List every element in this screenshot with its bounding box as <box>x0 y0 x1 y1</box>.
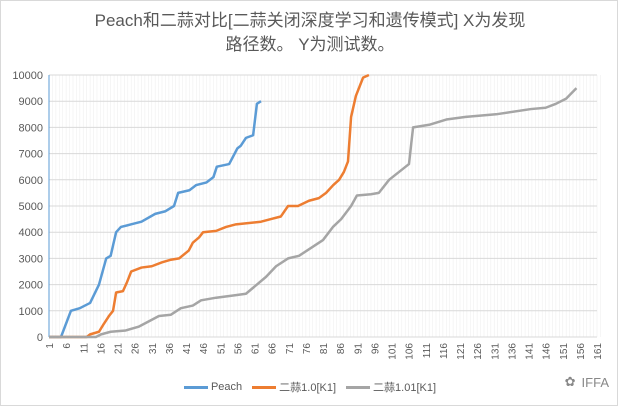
x-tick-label: 6 <box>62 343 73 349</box>
y-tick-label: 10000 <box>12 70 43 82</box>
wechat-icon: ✿ <box>564 374 576 389</box>
x-tick-label: 111 <box>422 343 433 359</box>
legend-label: 二蒜1.01[K1] <box>373 382 437 394</box>
legend-swatch <box>252 385 277 389</box>
series-line-0 <box>49 100 262 339</box>
x-tick-label: 46 <box>199 343 210 355</box>
x-tick-label: 81 <box>319 343 330 355</box>
x-tick-label: 61 <box>251 343 262 355</box>
watermark-text: IFFA <box>581 374 609 390</box>
x-tick-label: 91 <box>353 343 364 355</box>
x-tick-label: 11 <box>79 343 90 354</box>
series-line-2 <box>49 87 578 339</box>
legend-label: Peach <box>210 381 243 393</box>
x-tick-label: 41 <box>182 343 193 355</box>
legend: Peach 二蒜1.0[K1] 二蒜1.01[K1] <box>1 379 617 395</box>
x-tick-label: 141 <box>525 343 536 360</box>
y-tick-label: 2000 <box>19 280 43 292</box>
chart-title: Peach和二蒜对比[二蒜关闭深度学习和遗传模式] X为发现 路径数。 Y为测试… <box>1 9 617 57</box>
title-line-1: Peach和二蒜对比[二蒜关闭深度学习和遗传模式] X为发现 <box>94 11 526 30</box>
x-tick-label: 101 <box>388 343 399 360</box>
x-tick-label: 21 <box>114 343 125 355</box>
x-tick-label: 136 <box>507 343 518 360</box>
x-tick-label: 66 <box>268 343 279 355</box>
watermark: ✿ IFFA <box>565 374 609 390</box>
y-tick-label: 7000 <box>19 149 43 161</box>
y-tick-label: 9000 <box>19 96 43 108</box>
x-tick-label: 1 <box>45 343 56 349</box>
legend-swatch <box>183 385 208 389</box>
y-tick-label: 5000 <box>19 201 43 213</box>
legend-swatch <box>346 385 371 389</box>
title-line-2: 路径数。 Y为测试数。 <box>225 35 395 54</box>
x-tick-label: 156 <box>576 343 587 360</box>
x-tick-label: 126 <box>473 343 484 360</box>
x-tick-label: 51 <box>216 343 227 355</box>
x-tick-label: 31 <box>148 343 159 355</box>
legend-item: 二蒜1.0[K1] <box>252 379 336 395</box>
x-tick-label: 71 <box>285 343 296 355</box>
x-tick-label: 146 <box>542 343 553 360</box>
x-tick-label: 36 <box>165 343 176 355</box>
x-tick-label: 86 <box>336 343 347 355</box>
x-tick-label: 116 <box>439 343 450 359</box>
legend-item: Peach <box>183 379 243 395</box>
y-tick-label: 4000 <box>19 227 43 239</box>
y-tick-label: 1000 <box>19 306 43 318</box>
series-line-1 <box>49 73 370 339</box>
y-tick-label: 3000 <box>19 253 43 265</box>
x-tick-label: 16 <box>96 343 107 355</box>
y-tick-label: 8000 <box>19 122 43 134</box>
legend-label: 二蒜1.0[K1] <box>279 382 337 394</box>
x-tick-label: 106 <box>405 343 416 360</box>
x-tick-label: 131 <box>490 343 501 360</box>
x-tick-label: 96 <box>370 343 381 355</box>
legend-item: 二蒜1.01[K1] <box>346 379 436 395</box>
x-tick-label: 56 <box>233 343 244 355</box>
y-tick-label: 0 <box>37 332 43 344</box>
x-tick-label: 121 <box>456 343 467 360</box>
x-tick-label: 151 <box>559 343 570 360</box>
x-tick-label: 76 <box>302 343 313 355</box>
x-tick-label: 161 <box>593 343 604 360</box>
x-tick-label: 26 <box>131 343 142 355</box>
y-tick-label: 6000 <box>19 175 43 187</box>
